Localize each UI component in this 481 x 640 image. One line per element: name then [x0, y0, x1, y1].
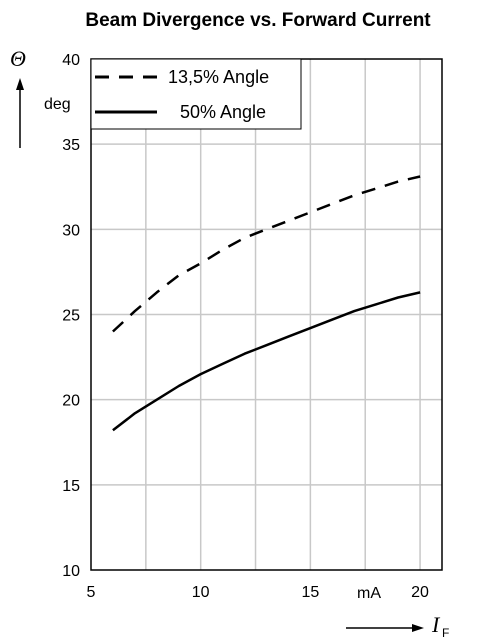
- y-tick-label: 25: [62, 308, 80, 325]
- series-line-13-5-angle: [112, 175, 421, 333]
- grid: [91, 59, 442, 570]
- y-axis-arrow: [16, 78, 24, 148]
- x-axis-symbol-subscript: F: [442, 626, 449, 640]
- x-axis-unit: mA: [357, 585, 381, 602]
- y-tick-label: 35: [62, 137, 80, 154]
- y-tick-labels: 10 15 20 25 30 35 40: [62, 52, 80, 580]
- y-tick-label: 15: [62, 478, 80, 495]
- series-layer: [112, 175, 421, 432]
- y-tick-label: 40: [62, 52, 80, 69]
- series-line-50-angle: [112, 291, 421, 432]
- y-tick-label: 10: [62, 563, 80, 580]
- legend-label-50: 50% Angle: [180, 102, 266, 122]
- legend: 13,5% Angle 50% Angle: [90, 58, 302, 130]
- y-tick-label: 20: [62, 393, 80, 410]
- legend-label-13-5: 13,5% Angle: [168, 67, 269, 87]
- y-tick-label: 30: [62, 222, 80, 239]
- x-axis-arrow: [346, 624, 424, 632]
- x-tick-labels: 5 10 15 20: [87, 584, 430, 601]
- x-tick-label: 15: [301, 584, 319, 601]
- x-tick-label: 5: [87, 584, 96, 601]
- y-axis-unit: deg: [44, 96, 71, 113]
- chart-title: Beam Divergence vs. Forward Current: [85, 10, 431, 31]
- x-tick-label: 10: [192, 584, 210, 601]
- legend-box: [90, 58, 302, 130]
- y-axis-symbol: Θ: [10, 46, 26, 71]
- x-axis-symbol: I: [431, 612, 441, 637]
- x-tick-label: 20: [411, 584, 429, 601]
